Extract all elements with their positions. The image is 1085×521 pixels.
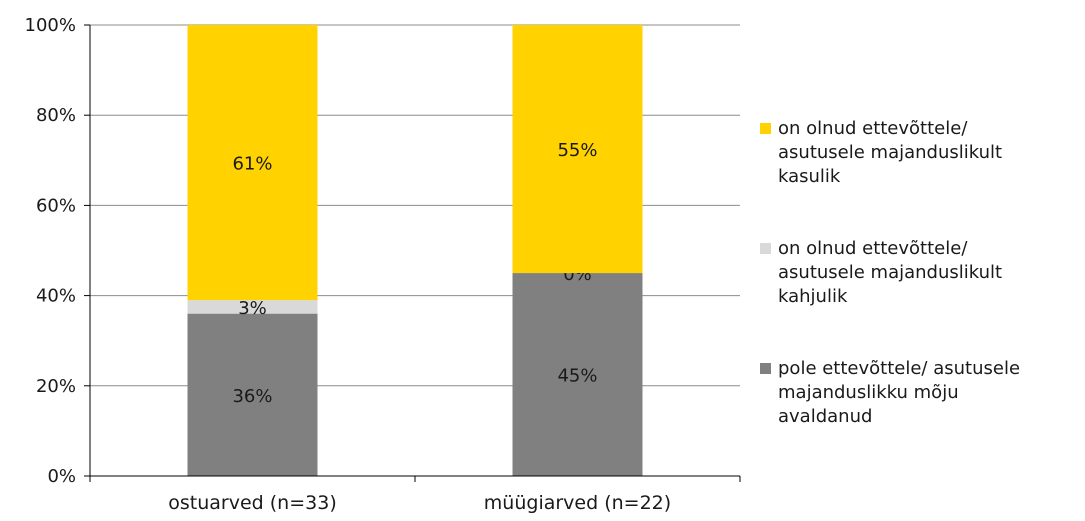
legend-label: avaldanud (778, 406, 872, 427)
data-label: 3% (238, 298, 267, 319)
y-tick-label: 100% (25, 15, 76, 36)
y-tick-label: 20% (36, 376, 76, 397)
legend-label: majanduslikku mõju (778, 382, 959, 403)
y-tick-label: 0% (47, 466, 76, 487)
y-tick-label: 80% (36, 105, 76, 126)
data-label: 61% (232, 154, 272, 175)
category-label: müügiarved (n=22) (484, 492, 671, 514)
legend-label: on olnud ettevõttele/ (778, 238, 968, 259)
legend-label: kahjulik (778, 286, 848, 307)
legend-swatch (760, 123, 771, 134)
category-label: ostuarved (n=33) (168, 492, 336, 514)
legend-swatch (760, 243, 771, 254)
legend-label: asutusele majanduslikult (778, 142, 1002, 163)
y-tick-label: 40% (36, 286, 76, 307)
bar-segment (187, 25, 318, 301)
legend-swatch (760, 363, 771, 374)
y-tick-label: 60% (36, 195, 76, 216)
legend-label: kasulik (778, 166, 841, 187)
bar-segment (512, 25, 643, 274)
bar-segment (187, 300, 318, 314)
legend-label: on olnud ettevõttele/ (778, 118, 968, 139)
legend-label: asutusele majanduslikult (778, 262, 1002, 283)
bar-segment (187, 313, 318, 476)
data-label: 55% (557, 140, 597, 161)
data-label: 36% (232, 386, 272, 407)
legend-label: pole ettevõttele/ asutusele (778, 358, 1020, 379)
bar-segment (512, 273, 643, 476)
data-label: 45% (557, 366, 597, 387)
